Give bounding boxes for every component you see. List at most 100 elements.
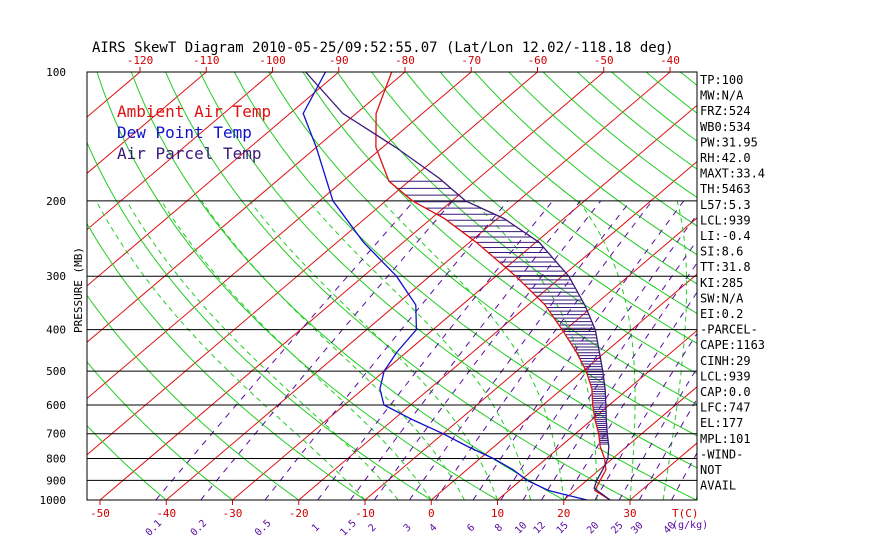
- index-item: -WIND-: [700, 447, 743, 461]
- isotherm-line: [497, 329, 697, 500]
- temp-tick-label-bottom: -20: [289, 507, 309, 520]
- dry-adiabat-line: [96, 72, 498, 500]
- mixing-ratio-tick-label: 2: [367, 522, 379, 534]
- legend-ambient-air-temp: Ambient Air Temp: [117, 102, 271, 121]
- isotherm-line: [87, 72, 207, 174]
- index-item: AVAIL: [700, 479, 736, 493]
- index-item: LFC:747: [700, 401, 751, 415]
- dry-adiabat-line: [508, 72, 697, 227]
- index-item: PW:31.95: [700, 135, 758, 149]
- moist-adiabat-line: [160, 200, 432, 500]
- moist-adiabat-line: [249, 200, 498, 500]
- temp-tick-label-top: -50: [594, 54, 614, 67]
- isotherm-line: [87, 72, 472, 400]
- isotherm-line: [298, 160, 697, 500]
- mixing-ratio-line: [200, 200, 454, 500]
- plot-frame: [86, 71, 698, 501]
- index-item: CAPE:1163: [700, 338, 765, 352]
- pressure-tick-label: 200: [46, 195, 66, 208]
- index-item: CAP:0.0: [700, 385, 751, 399]
- isotherm-line: [87, 72, 273, 231]
- isotherm-line: [165, 72, 671, 500]
- temp-tick-label-top: -100: [259, 54, 286, 67]
- index-item: CINH:29: [700, 354, 751, 368]
- mixing-ratio-tick-label: 20: [585, 520, 601, 536]
- index-item: LCL:939: [700, 213, 751, 227]
- isotherm-line: [763, 72, 870, 500]
- temp-tick-label-top: -80: [395, 54, 415, 67]
- index-item: RH:42.0: [700, 151, 751, 165]
- mixing-ratio-tick-label: 30: [629, 520, 645, 536]
- index-item: TH:5463: [700, 182, 751, 196]
- dry-adiabat-line: [87, 141, 432, 500]
- air-parcel-temp-line: [305, 72, 611, 500]
- index-item: WB0:534: [700, 120, 751, 134]
- dry-adiabat-line: [474, 72, 697, 256]
- temp-axis-unit: T(C): [672, 507, 699, 520]
- isotherm-line: [232, 104, 697, 500]
- mixing-ratio-tick-label: 25: [609, 520, 625, 536]
- isotherm-line: [87, 72, 538, 456]
- index-item: TT:31.8: [700, 260, 751, 274]
- pressure-tick-label: 100: [46, 66, 66, 79]
- mixing-ratio-tick-label: 12: [532, 520, 548, 536]
- pressure-tick-label: 500: [46, 365, 66, 378]
- index-item: FRZ:524: [700, 104, 751, 118]
- moist-adiabat-line: [126, 200, 399, 500]
- mixing-ratio-tick-label: 15: [555, 520, 571, 536]
- dry-adiabat-line: [87, 222, 366, 500]
- mixing-ratio-tick-label: 0.5: [253, 518, 274, 539]
- temp-tick-label-bottom: 20: [557, 507, 570, 520]
- dry-adiabat-line: [233, 72, 697, 469]
- temp-tick-label-top: -70: [461, 54, 481, 67]
- index-item: LCL:939: [700, 369, 751, 383]
- dry-adiabat-line: [165, 72, 631, 500]
- temp-tick-label-top: -110: [193, 54, 220, 67]
- dry-adiabat-line: [371, 72, 697, 344]
- index-item: TP:100: [700, 73, 743, 87]
- moist-adiabat-line: [381, 200, 565, 500]
- isotherm-line: [364, 217, 697, 500]
- cape-hatch-area: [389, 180, 609, 445]
- dew-point-temp-line: [302, 72, 588, 500]
- temp-tick-label-bottom: -40: [156, 507, 176, 520]
- index-item: SW:N/A: [700, 291, 744, 305]
- mixing-ratio-tick-label: 1.5: [338, 518, 359, 539]
- pressure-tick-label: 400: [46, 324, 66, 337]
- mixing-ratio-tick-label: 10: [513, 520, 529, 536]
- y-axis-label: PRESSURE (MB): [72, 247, 85, 333]
- temp-tick-label-bottom: -10: [355, 507, 375, 520]
- dry-adiabat-line: [87, 294, 300, 500]
- dry-adiabat-line: [405, 72, 697, 314]
- index-item: L57:5.3: [700, 198, 751, 212]
- pressure-tick-label: 700: [46, 428, 66, 441]
- index-item: EI:0.2: [700, 307, 743, 321]
- pressure-tick-label: 900: [46, 474, 66, 487]
- pressure-tick-label: 600: [46, 399, 66, 412]
- legend-air-parcel-temp: Air Parcel Temp: [117, 144, 262, 163]
- dry-adiabat-line: [268, 72, 697, 437]
- mixing-ratio-line: [434, 200, 653, 500]
- mixing-ratio-line: [522, 239, 697, 500]
- isotherm-line: [430, 273, 697, 500]
- index-item: MAXT:33.4: [700, 167, 765, 181]
- mixing-ratio-tick-label: 1: [310, 522, 322, 534]
- temp-tick-label-bottom: -50: [90, 507, 110, 520]
- mixing-ratio-tick-label: 6: [465, 522, 477, 534]
- dry-adiabat-line: [130, 72, 565, 500]
- legend-dew-point-temp: Dew Point Temp: [117, 123, 252, 142]
- pressure-tick-label: 1000: [40, 494, 67, 507]
- index-item: LI:-0.4: [700, 229, 751, 243]
- index-item: EL:177: [700, 416, 743, 430]
- background-grid: [87, 72, 870, 500]
- index-item: -PARCEL-: [700, 323, 758, 337]
- sounding-profiles: [302, 72, 611, 500]
- mixing-ratio-tick-label: 3: [402, 522, 414, 534]
- temp-tick-label-bottom: 0: [428, 507, 435, 520]
- chart-title: AIRS SkewT Diagram 2010-05-25/09:52:55.0…: [92, 40, 674, 56]
- legend: Ambient Air Temp Dew Point Temp Air Parc…: [117, 102, 271, 163]
- isotherm-line: [87, 72, 406, 343]
- mixing-ratio-tick-label: 0.1: [144, 518, 165, 539]
- dry-adiabat-line: [645, 72, 697, 114]
